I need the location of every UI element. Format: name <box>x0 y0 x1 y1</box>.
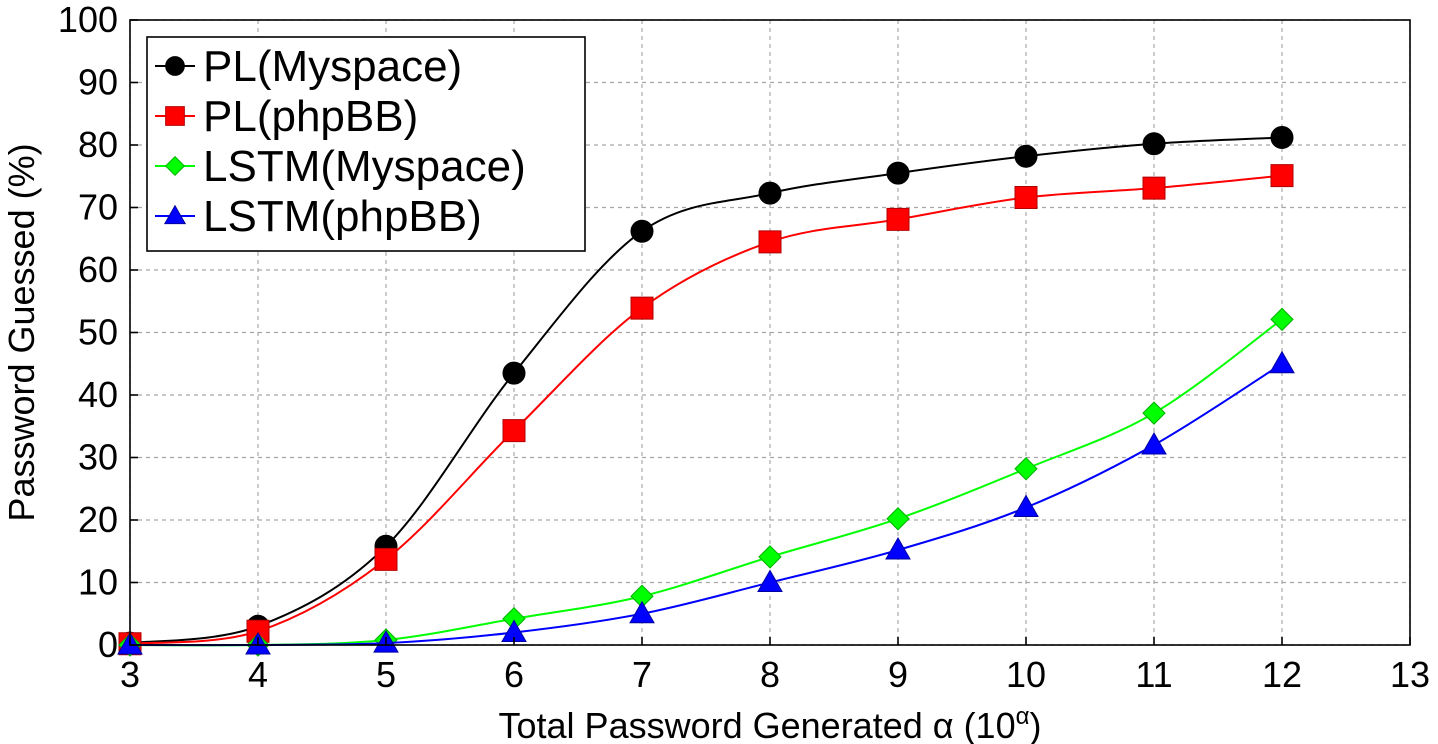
x-tick-label: 7 <box>632 654 652 695</box>
legend-item: PL(Myspace) <box>155 42 462 91</box>
legend-marker <box>163 204 187 225</box>
series-line <box>129 174 1283 645</box>
x-axis-label-close: ) <box>1029 705 1041 744</box>
y-tick-label: 20 <box>78 499 118 540</box>
y-tick-label: 30 <box>78 437 118 478</box>
y-tick-label: 10 <box>78 562 118 603</box>
data-point <box>1270 307 1294 332</box>
series-line <box>129 318 1283 647</box>
y-tick-label: 50 <box>78 312 118 353</box>
legend: PL(Myspace)PL(phpBB)LSTM(Myspace)LSTM(ph… <box>146 36 586 252</box>
data-point <box>758 181 782 205</box>
data-point <box>758 545 782 569</box>
x-axis-label: Total Password Generated α (10α) <box>499 703 1042 744</box>
y-tick-label: 0 <box>98 624 118 665</box>
x-tick-label: 6 <box>504 654 524 695</box>
x-tick-label: 10 <box>1006 654 1046 695</box>
x-axis-label-main: Total Password Generated α (10 <box>499 705 1016 744</box>
data-point <box>1141 431 1167 455</box>
y-tick-label: 40 <box>78 374 118 415</box>
data-point <box>1014 457 1038 481</box>
legend-item: LSTM(Myspace) <box>155 142 526 191</box>
data-point <box>886 507 910 531</box>
legend-label: PL(phpBB) <box>203 92 418 141</box>
data-point <box>630 296 654 320</box>
data-point <box>1013 494 1039 517</box>
series-line <box>129 362 1283 647</box>
series-layer <box>117 126 1295 657</box>
y-tick-label: 60 <box>78 249 118 290</box>
data-point <box>1270 126 1294 149</box>
axis-ticks: 3 4 5 6 7 8 9 10 11 12 13 0 10 20 30 40 50 60 70 80 90 100 <box>58 0 1430 695</box>
data-point <box>757 569 783 592</box>
series-3 <box>117 350 1295 655</box>
x-tick-label: 4 <box>248 654 268 695</box>
legend-box <box>146 36 586 252</box>
data-point <box>630 219 654 243</box>
legend-label: LSTM(phpBB) <box>203 192 482 241</box>
x-axis-label-superscript: α <box>1016 703 1030 730</box>
x-tick-label: 8 <box>760 654 780 695</box>
data-point <box>1142 132 1166 156</box>
data-point <box>502 419 526 443</box>
legend-marker <box>164 155 186 177</box>
y-tick-label: 80 <box>78 124 118 165</box>
legend-marker <box>165 56 185 76</box>
x-tick-label: 3 <box>120 654 140 695</box>
data-point <box>886 161 910 185</box>
data-point <box>1270 164 1294 188</box>
x-tick-label: 9 <box>888 654 908 695</box>
data-point <box>1014 186 1038 209</box>
legend-item: PL(phpBB) <box>155 92 418 141</box>
legend-marker <box>165 106 185 126</box>
data-point <box>886 207 910 231</box>
data-point <box>885 536 911 560</box>
legend-item: LSTM(phpBB) <box>155 192 482 241</box>
y-tick-label: 100 <box>58 0 118 40</box>
data-point <box>502 361 526 385</box>
legend-label: LSTM(Myspace) <box>203 142 526 191</box>
series-line <box>129 136 1283 645</box>
series-2 <box>118 307 1294 657</box>
x-tick-label: 5 <box>376 654 396 695</box>
x-tick-label: 13 <box>1390 654 1430 695</box>
data-point <box>1142 401 1166 425</box>
legend-label: PL(Myspace) <box>203 42 462 91</box>
data-point <box>1142 176 1166 200</box>
y-tick-label: 70 <box>78 187 118 228</box>
y-tick-label: 90 <box>78 62 118 103</box>
data-point <box>1269 350 1295 374</box>
x-tick-label: 12 <box>1262 654 1302 695</box>
data-point <box>374 547 398 571</box>
y-axis-label: Password Guessed (%) <box>1 143 42 521</box>
x-tick-label: 11 <box>1135 654 1172 695</box>
data-point <box>1014 144 1038 168</box>
data-point <box>758 230 782 254</box>
data-point <box>629 600 655 624</box>
